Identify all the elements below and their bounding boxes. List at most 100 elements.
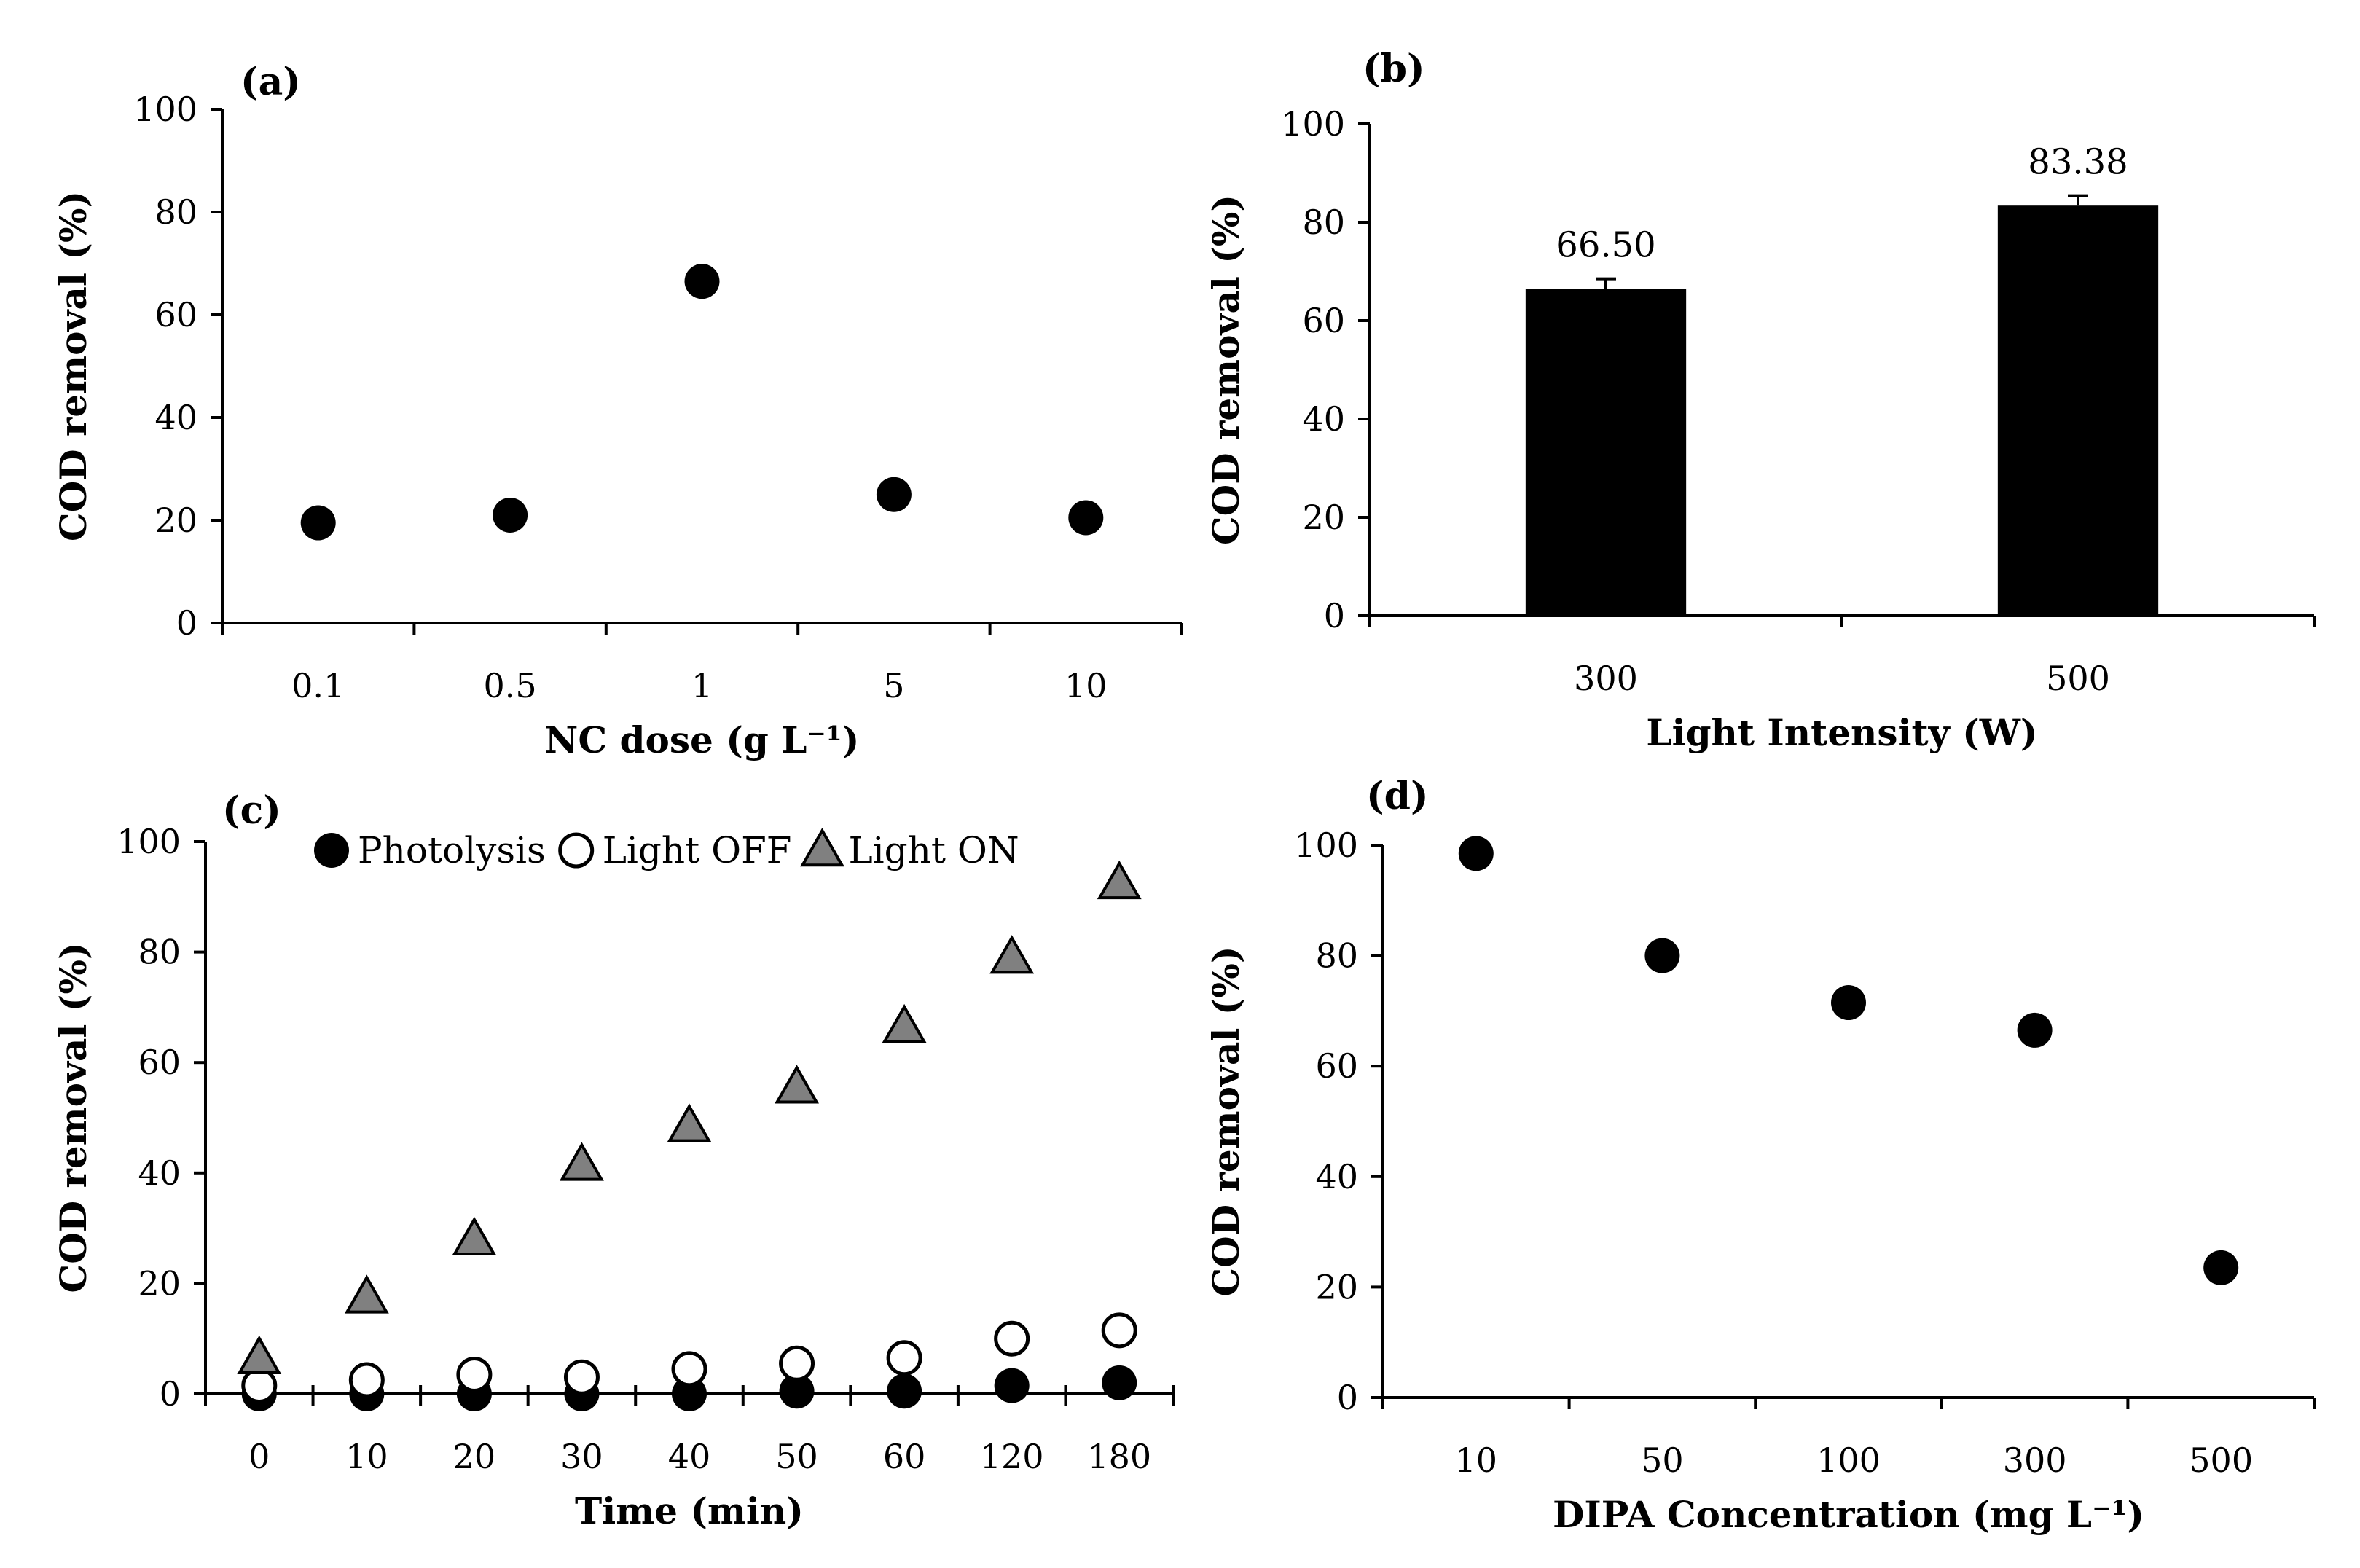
x-tick-label: 50 xyxy=(775,1437,818,1476)
y-tick-label: 0 xyxy=(176,603,197,643)
data-point-open-circle xyxy=(886,1340,922,1376)
y-tick-label: 100 xyxy=(117,822,181,861)
data-point xyxy=(1068,500,1104,536)
legend-item: Photolysis xyxy=(314,829,546,871)
bar xyxy=(1997,205,2159,616)
legend-label: Light ON xyxy=(848,829,1019,871)
data-point xyxy=(2017,1012,2053,1048)
y-axis-title: COD removal (%) xyxy=(1204,946,1247,1296)
y-tick-label: 80 xyxy=(154,192,197,232)
data-point xyxy=(1458,836,1494,871)
y-tick-label: 40 xyxy=(1302,399,1345,439)
y-tick-label: 20 xyxy=(138,1263,181,1303)
x-tick-label: 300 xyxy=(1574,659,1638,698)
x-tick-label: 40 xyxy=(668,1437,711,1476)
y-axis-title: COD removal (%) xyxy=(52,191,95,541)
data-point xyxy=(876,477,912,512)
x-tick-label: 30 xyxy=(560,1437,603,1476)
x-tick-label: 10 xyxy=(1455,1440,1498,1480)
data-point xyxy=(1831,985,1866,1021)
y-tick-label: 80 xyxy=(138,933,181,972)
y-tick-label: 0 xyxy=(1324,596,1345,635)
x-tick-label: 10 xyxy=(1065,666,1108,705)
data-point-triangle xyxy=(452,1216,497,1256)
legend-label: Light OFF xyxy=(603,829,792,871)
data-point-triangle xyxy=(344,1274,389,1314)
data-point-triangle xyxy=(775,1065,820,1104)
y-tick-label: 20 xyxy=(1315,1267,1358,1306)
data-point-open-circle xyxy=(558,832,595,869)
data-point xyxy=(300,505,336,541)
data-point-triangle xyxy=(800,827,844,867)
panel-label: (c) xyxy=(222,788,281,833)
data-point-open-circle xyxy=(994,1320,1030,1357)
x-tick-label: 300 xyxy=(2003,1440,2067,1480)
data-point-open-circle xyxy=(456,1356,493,1392)
bar xyxy=(1525,289,1687,616)
legend-item: Light ON xyxy=(800,827,1019,871)
chart-panel-c: 0 20 40 60 80 100 0 10 20 30 40 50 60 120 180 Time (min… xyxy=(52,788,1175,1532)
data-point xyxy=(1644,938,1680,973)
data-point xyxy=(672,1376,707,1411)
data-point xyxy=(684,264,720,299)
panel-label: (b) xyxy=(1363,47,1425,91)
y-tick-label: 40 xyxy=(1315,1157,1358,1196)
chart-panel-d: 0 20 40 60 80 100 10 50 100 300 500 DIPA Concentrat… xyxy=(1204,774,2316,1536)
x-tick-label: 10 xyxy=(345,1437,388,1476)
x-axis-title: Light Intensity (W) xyxy=(1646,711,2037,754)
data-point xyxy=(314,833,349,868)
x-axis-title: NC dose (g L⁻¹) xyxy=(545,718,860,761)
data-point xyxy=(887,1373,922,1409)
data-point xyxy=(994,1368,1030,1403)
x-axis-title: DIPA Concentration (mg L⁻¹) xyxy=(1553,1493,2144,1536)
data-label: 83.38 xyxy=(2028,142,2128,183)
chart-panel-a: 0 20 40 60 80 100 0.1 0.5 1 5 10 NC dose (g L⁻¹) COD… xyxy=(52,60,1183,761)
legend-item: Light OFF xyxy=(558,829,792,871)
x-tick-label: 500 xyxy=(2046,659,2110,698)
y-tick-label: 100 xyxy=(1294,826,1358,865)
y-tick-label: 80 xyxy=(1302,203,1345,242)
y-tick-label: 40 xyxy=(138,1153,181,1193)
data-point-triangle xyxy=(882,1003,927,1043)
data-point-triangle xyxy=(1097,860,1142,900)
data-point-open-circle xyxy=(241,1368,278,1404)
x-tick-label: 0.1 xyxy=(291,666,345,705)
x-tick-label: 20 xyxy=(453,1437,496,1476)
data-point-triangle xyxy=(559,1142,604,1181)
data-label: 66.50 xyxy=(1556,225,1655,266)
x-tick-label: 0.5 xyxy=(484,666,537,705)
y-tick-label: 60 xyxy=(138,1043,181,1082)
data-point-triangle xyxy=(237,1335,282,1374)
y-tick-label: 60 xyxy=(1315,1046,1358,1086)
y-tick-label: 40 xyxy=(154,398,197,437)
x-tick-label: 500 xyxy=(2189,1440,2253,1480)
data-point-open-circle xyxy=(671,1351,707,1387)
y-tick-label: 0 xyxy=(1337,1378,1358,1417)
panel-label: (a) xyxy=(240,60,301,104)
y-axis-title: COD removal (%) xyxy=(1204,195,1247,545)
legend: Photolysis Light OFF Light ON xyxy=(314,827,1019,871)
x-tick-label: 50 xyxy=(1641,1440,1684,1480)
legend-label: Photolysis xyxy=(358,829,546,871)
y-tick-label: 100 xyxy=(1281,104,1345,144)
x-tick-label: 100 xyxy=(1816,1440,1881,1480)
x-tick-label: 180 xyxy=(1087,1437,1151,1476)
data-point xyxy=(779,1373,815,1409)
data-point xyxy=(493,497,528,533)
y-tick-label: 100 xyxy=(133,90,197,129)
x-axis-title: Time (min) xyxy=(575,1489,804,1532)
y-tick-label: 0 xyxy=(160,1374,181,1414)
x-tick-label: 120 xyxy=(980,1437,1044,1476)
y-axis-title: COD removal (%) xyxy=(52,942,95,1293)
y-tick-label: 20 xyxy=(1302,498,1345,537)
data-point-triangle xyxy=(989,935,1035,974)
y-tick-label: 60 xyxy=(154,295,197,334)
data-point-open-circle xyxy=(1101,1312,1137,1349)
data-point-open-circle xyxy=(348,1362,385,1398)
x-tick-label: 0 xyxy=(248,1437,270,1476)
y-tick-label: 80 xyxy=(1315,936,1358,976)
data-point-triangle xyxy=(667,1103,712,1142)
data-point xyxy=(2203,1250,2239,1285)
